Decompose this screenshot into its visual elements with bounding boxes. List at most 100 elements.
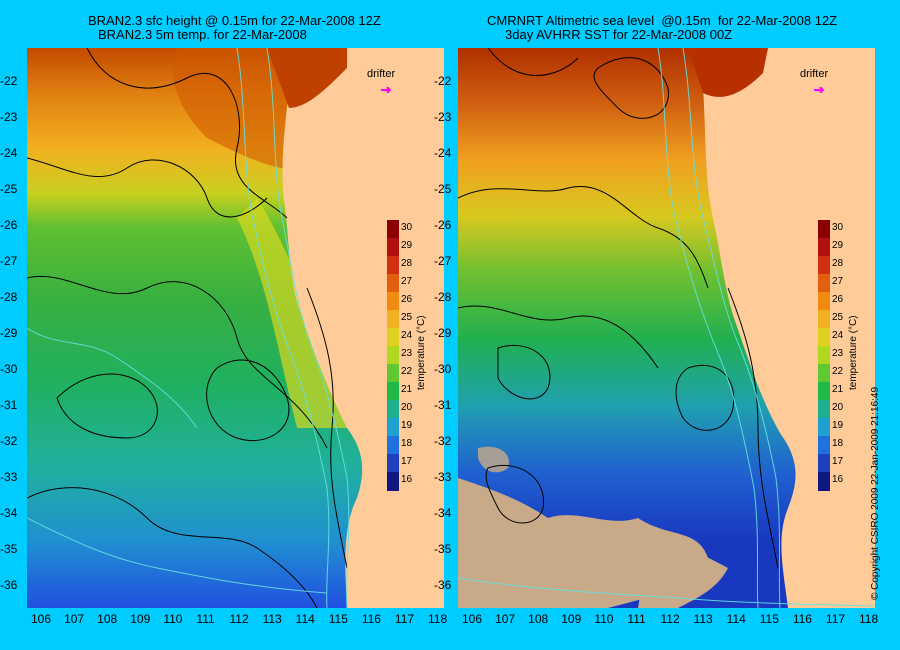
lat-tick-label: -28 bbox=[434, 290, 452, 304]
colorbar-swatch bbox=[818, 472, 830, 491]
colorbar-tick-label: 22 bbox=[832, 366, 844, 377]
lat-tick-label: -27 bbox=[434, 254, 452, 268]
lon-tick-label: 107 bbox=[64, 612, 85, 626]
colorbar-tick-label: 29 bbox=[832, 240, 844, 251]
lon-tick-label: 115 bbox=[328, 612, 348, 626]
lon-tick-label: 117 bbox=[825, 612, 846, 626]
lat-tick-label: -33 bbox=[0, 470, 18, 484]
colorbar-swatch bbox=[818, 382, 830, 401]
colorbar-swatch bbox=[387, 274, 399, 293]
lon-tick-label: 112 bbox=[660, 612, 680, 626]
lat-tick-label: -28 bbox=[0, 290, 18, 304]
lat-tick-label: -30 bbox=[0, 362, 18, 376]
colorbar-swatch bbox=[818, 436, 830, 455]
colorbar-tick-label: 28 bbox=[401, 258, 413, 269]
colorbar-swatch bbox=[818, 418, 830, 437]
lat-tick-label: -36 bbox=[434, 578, 452, 592]
colorbar-swatch bbox=[818, 346, 830, 365]
lon-tick-label: 116 bbox=[361, 612, 381, 626]
colorbar-swatch bbox=[387, 346, 399, 365]
colorbar-tick-label: 19 bbox=[832, 420, 844, 431]
colorbar-tick-label: 29 bbox=[401, 240, 413, 251]
left-lat-axis: -22 -23 -24 -25 -26 -27 -28 -29 -30 -31 -32 -33 -34 -… bbox=[0, 48, 27, 608]
colorbar-tick-label: 30 bbox=[832, 222, 844, 233]
colorbar-swatch bbox=[818, 364, 830, 383]
lon-tick-label: 114 bbox=[295, 612, 315, 626]
left-map-panel[interactable] bbox=[27, 48, 444, 608]
colorbar-swatch bbox=[818, 454, 830, 473]
bathymetry-lines bbox=[27, 48, 350, 608]
lat-tick-label: -31 bbox=[0, 398, 18, 412]
right-map-panel[interactable] bbox=[458, 48, 875, 608]
colorbar-tick-label: 17 bbox=[832, 456, 844, 467]
lon-tick-label: 113 bbox=[262, 612, 282, 626]
lon-tick-label: 116 bbox=[792, 612, 812, 626]
right-colorbar bbox=[818, 220, 830, 491]
lon-tick-label: 106 bbox=[462, 612, 483, 626]
colorbar-swatch bbox=[387, 220, 399, 239]
colorbar-swatch bbox=[818, 400, 830, 419]
colorbar-swatch bbox=[818, 292, 830, 311]
left-colorbar-label: temperature (°C) bbox=[416, 315, 427, 390]
colorbar-swatch bbox=[387, 310, 399, 329]
right-title-line1: CMRNRT Altimetric sea level @0.15m for 2… bbox=[487, 13, 838, 28]
lat-tick-label: -33 bbox=[434, 470, 452, 484]
colorbar-tick-label: 24 bbox=[401, 330, 413, 341]
lon-tick-label: 118 bbox=[428, 612, 448, 626]
lat-tick-label: -25 bbox=[434, 182, 452, 196]
colorbar-swatch bbox=[818, 256, 830, 275]
lon-tick-label: 115 bbox=[759, 612, 779, 626]
lat-tick-label: -35 bbox=[0, 542, 18, 556]
lat-tick-label: -29 bbox=[0, 326, 18, 340]
lat-tick-label: -36 bbox=[0, 578, 18, 592]
lat-tick-label: -26 bbox=[434, 218, 452, 232]
colorbar-tick-label: 26 bbox=[832, 294, 844, 305]
right-map-svg bbox=[458, 48, 875, 608]
lon-tick-label: 106 bbox=[31, 612, 52, 626]
right-lat-axis: -22 -23 -24 -25 -26 -27 -28 -29 -30 -31 -32 -33 -34 -… bbox=[431, 48, 458, 608]
lat-tick-label: -24 bbox=[0, 146, 18, 160]
left-drifter-marker[interactable] bbox=[381, 80, 392, 94]
colorbar-swatch bbox=[387, 454, 399, 473]
lat-tick-label: -30 bbox=[434, 362, 452, 376]
right-drifter-marker[interactable] bbox=[814, 80, 825, 94]
lon-tick-label: 112 bbox=[229, 612, 249, 626]
left-colorbar bbox=[387, 220, 399, 491]
colorbar-swatch bbox=[387, 256, 399, 275]
cloud-mask bbox=[458, 446, 728, 608]
lon-tick-label: 107 bbox=[495, 612, 516, 626]
lat-tick-label: -32 bbox=[434, 434, 452, 448]
lat-tick-label: -22 bbox=[0, 74, 18, 88]
left-lon-axis: 106 107 108 109 110 111 112 113 114 115 116 117 118 bbox=[27, 612, 448, 630]
lon-tick-label: 114 bbox=[726, 612, 746, 626]
left-drifter-label: drifter bbox=[367, 68, 396, 80]
colorbar-tick-label: 18 bbox=[832, 438, 844, 449]
copyright-text: © Copyright CSIRO 2009 22-Jan-2009 21:16… bbox=[870, 386, 881, 600]
colorbar-tick-label: 22 bbox=[401, 366, 413, 377]
land-western-australia bbox=[698, 48, 875, 608]
colorbar-tick-label: 27 bbox=[401, 276, 413, 287]
colorbar-swatch bbox=[818, 274, 830, 293]
lat-tick-label: -25 bbox=[0, 182, 18, 196]
lon-tick-label: 109 bbox=[561, 612, 582, 626]
colorbar-tick-label: 19 bbox=[401, 420, 413, 431]
colorbar-swatch bbox=[818, 238, 830, 257]
colorbar-swatch bbox=[818, 220, 830, 239]
colorbar-tick-label: 21 bbox=[832, 384, 844, 395]
lon-tick-label: 111 bbox=[196, 612, 215, 626]
lon-tick-label: 118 bbox=[859, 612, 879, 626]
colorbar-tick-label: 23 bbox=[401, 348, 413, 359]
colorbar-swatch bbox=[387, 238, 399, 257]
lon-tick-label: 110 bbox=[594, 612, 614, 626]
colorbar-swatch bbox=[387, 292, 399, 311]
land-coastal-hot bbox=[688, 48, 768, 97]
lat-tick-label: -23 bbox=[434, 110, 452, 124]
lon-tick-label: 109 bbox=[130, 612, 151, 626]
colorbar-tick-label: 24 bbox=[832, 330, 844, 341]
colorbar-swatch bbox=[387, 364, 399, 383]
lat-tick-label: -34 bbox=[0, 506, 18, 520]
colorbar-tick-label: 20 bbox=[832, 402, 844, 413]
lat-tick-label: -27 bbox=[0, 254, 18, 268]
colorbar-swatch bbox=[387, 418, 399, 437]
colorbar-tick-label: 28 bbox=[832, 258, 844, 269]
